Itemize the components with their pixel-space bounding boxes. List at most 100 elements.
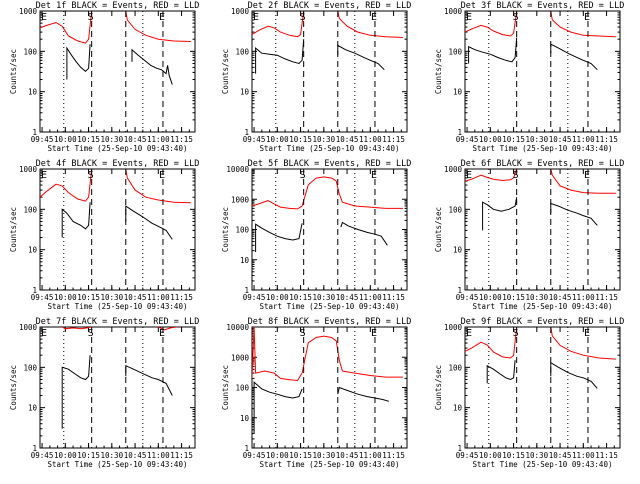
series-line-lld xyxy=(252,11,305,38)
x-tick-label: 11:15 xyxy=(170,135,193,144)
series-line-events xyxy=(255,223,303,252)
y-tick-label: 10 xyxy=(240,256,250,265)
y-tick-label: 1 xyxy=(457,444,462,453)
x-tick-label: 11:15 xyxy=(382,135,405,144)
y-tick-label: 1000 xyxy=(231,195,250,204)
x-tick-label: 10:15 xyxy=(502,451,525,460)
series-line-lld xyxy=(465,327,518,359)
series-line-lld xyxy=(252,327,403,382)
series-line-events xyxy=(131,48,173,85)
x-axis-label: Start Time (25-Sep-10 09:43:40) xyxy=(260,460,400,469)
y-tick-label: 1 xyxy=(32,444,37,453)
x-tick-label: 10:30 xyxy=(526,293,549,302)
x-tick-label: 11:00 xyxy=(572,451,595,460)
marker-label: E xyxy=(41,170,47,181)
x-tick-label: 09:45 xyxy=(456,135,479,144)
x-tick-label: 11:00 xyxy=(147,451,170,460)
y-tick-label: 100 xyxy=(448,205,462,214)
y-tick-label: 10 xyxy=(28,404,38,413)
x-tick-label: 09:45 xyxy=(31,293,54,302)
series-line-lld xyxy=(337,11,403,38)
y-tick-label: 1000 xyxy=(444,7,463,16)
y-axis-label: Counts/sec xyxy=(434,365,443,410)
series-line-lld xyxy=(40,169,93,202)
y-axis-label: Counts/sec xyxy=(221,365,230,410)
series-line-events xyxy=(468,37,518,64)
marker-label: E xyxy=(466,328,472,339)
chart-title: Det 1f BLACK = Events, RED = LLD xyxy=(36,1,200,11)
x-tick-label: 11:00 xyxy=(359,451,382,460)
y-tick-label: 10 xyxy=(453,404,463,413)
plot-frame xyxy=(39,326,196,449)
y-axis-label: Counts/sec xyxy=(434,207,443,252)
x-tick-label: 10:15 xyxy=(289,451,312,460)
y-tick-label: 100 xyxy=(235,47,249,56)
x-tick-label: 11:00 xyxy=(359,135,382,144)
series-line-lld xyxy=(40,11,93,44)
x-tick-label: 10:30 xyxy=(101,451,124,460)
y-axis-label: Counts/sec xyxy=(221,49,230,94)
x-tick-label: 09:45 xyxy=(243,293,266,302)
y-tick-label: 100 xyxy=(23,47,37,56)
x-tick-label: 11:00 xyxy=(147,135,170,144)
y-tick-label: 1000 xyxy=(231,353,250,362)
x-tick-label: 10:45 xyxy=(124,293,147,302)
x-tick-label: 10:30 xyxy=(526,135,549,144)
x-tick-label: 10:15 xyxy=(77,135,100,144)
series-line-lld xyxy=(125,11,191,42)
y-tick-label: 1 xyxy=(244,286,249,295)
series-line-events xyxy=(550,43,598,71)
series-line-lld xyxy=(550,169,616,194)
plot-frame xyxy=(464,10,621,133)
x-axis-label: Start Time (25-Sep-10 09:43:40) xyxy=(473,302,613,311)
y-tick-label: 1000 xyxy=(231,7,250,16)
x-tick-label: 10:45 xyxy=(124,451,147,460)
y-tick-label: 10 xyxy=(453,246,463,255)
chart-title: Det 7f BLACK = Events, RED = LLD xyxy=(36,317,200,327)
y-tick-label: 1000 xyxy=(19,323,38,332)
marker-label: S xyxy=(88,328,94,339)
series-line-events xyxy=(337,386,390,402)
x-tick-label: 11:00 xyxy=(147,293,170,302)
x-tick-label: 09:45 xyxy=(243,135,266,144)
plot-frame xyxy=(251,326,408,449)
y-tick-label: 100 xyxy=(448,363,462,372)
marker-label: S xyxy=(88,170,94,181)
series-line-events xyxy=(253,381,303,434)
marker-label: E xyxy=(584,170,590,181)
x-tick-label: 10:15 xyxy=(502,135,525,144)
y-tick-label: 10 xyxy=(28,246,38,255)
x-tick-label: 10:00 xyxy=(479,293,502,302)
x-tick-label: 09:45 xyxy=(456,451,479,460)
x-tick-label: 10:15 xyxy=(502,293,525,302)
marker-label: S xyxy=(300,328,306,339)
x-axis-label: Start Time (25-Sep-10 09:43:40) xyxy=(473,144,613,153)
x-axis-label: Start Time (25-Sep-10 09:43:40) xyxy=(48,302,188,311)
marker-label: E xyxy=(159,328,165,339)
x-axis-label: Start Time (25-Sep-10 09:43:40) xyxy=(260,144,400,153)
series-line-events xyxy=(66,44,91,80)
chart-panel-4: Det 4f BLACK = Events, RED = LLD 1 10 100 10… xyxy=(9,159,199,311)
chart-title: Det 6f BLACK = Events, RED = LLD xyxy=(461,159,625,169)
chart-panel-1: Det 1f BLACK = Events, RED = LLD 1 10 100 10… xyxy=(9,1,199,153)
x-tick-label: 10:00 xyxy=(479,451,502,460)
x-tick-label: 10:15 xyxy=(77,293,100,302)
marker-label: S xyxy=(513,328,519,339)
y-tick-label: 10 xyxy=(28,88,38,97)
x-tick-label: 10:45 xyxy=(549,293,572,302)
x-tick-label: 10:45 xyxy=(336,135,359,144)
x-tick-label: 11:15 xyxy=(595,135,618,144)
chart-panel-2: Det 2f BLACK = Events, RED = LLD 1 10 100 10… xyxy=(221,1,411,153)
x-tick-label: 11:00 xyxy=(572,293,595,302)
x-tick-label: 09:45 xyxy=(456,293,479,302)
y-tick-label: 10 xyxy=(453,88,463,97)
plot-frame xyxy=(464,168,621,291)
series-line-events xyxy=(125,364,173,396)
chart-panel-7: Det 7f BLACK = Events, RED = LLD 1 10 100 10… xyxy=(9,317,199,469)
x-tick-label: 10:45 xyxy=(549,135,572,144)
x-tick-label: 10:00 xyxy=(266,135,289,144)
y-tick-label: 1 xyxy=(32,128,37,137)
x-axis-label: Start Time (25-Sep-10 09:43:40) xyxy=(473,460,613,469)
chart-title: Det 5f BLACK = Events, RED = LLD xyxy=(248,159,412,169)
series-line-events xyxy=(61,202,91,238)
